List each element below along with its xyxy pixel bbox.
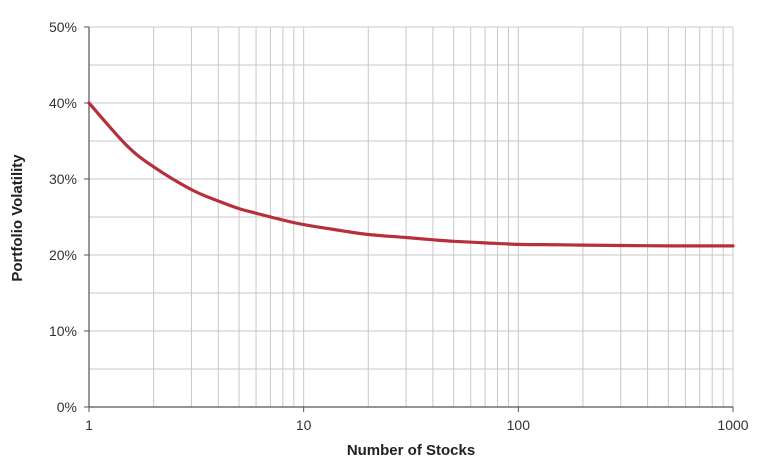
volatility-data-point bbox=[581, 243, 585, 247]
axis-layer bbox=[84, 26, 734, 412]
volatility-data-point bbox=[404, 236, 408, 240]
y-tick-label: 0% bbox=[57, 399, 77, 415]
volatility-data-point bbox=[125, 144, 129, 148]
volatility-data-point bbox=[619, 244, 623, 248]
y-tick-label: 30% bbox=[49, 171, 77, 187]
y-tick-label: 20% bbox=[49, 247, 77, 263]
y-tick-label: 40% bbox=[49, 95, 77, 111]
volatility-data-point bbox=[237, 207, 241, 211]
volatility-data-point bbox=[87, 101, 91, 105]
volatility-data-point bbox=[254, 211, 258, 215]
volatility-data-point bbox=[554, 243, 558, 247]
volatility-data-point bbox=[431, 238, 435, 242]
volatility-data-point bbox=[698, 244, 702, 248]
y-tick-label: 50% bbox=[49, 19, 77, 35]
volatility-data-point bbox=[731, 244, 735, 248]
x-tick-label: 1 bbox=[85, 417, 93, 433]
series-layer bbox=[87, 101, 735, 248]
y-axis-title: Portfolio Volatility bbox=[9, 154, 26, 282]
volatility-data-point bbox=[452, 239, 456, 243]
volatility-data-point bbox=[152, 165, 156, 169]
volatility-data-point bbox=[666, 244, 670, 248]
tick-label-layer: 0% 10% 20% 30% 40% 50% 1 10 100 1000 bbox=[49, 19, 749, 433]
volatility-data-point bbox=[281, 218, 285, 222]
volatility-data-point bbox=[516, 242, 520, 246]
x-tick-label: 10 bbox=[296, 417, 312, 433]
volatility-data-point bbox=[339, 229, 343, 233]
volatility-data-point bbox=[366, 232, 370, 236]
x-axis-title: Number of Stocks bbox=[347, 442, 475, 459]
volatility-data-point bbox=[483, 241, 487, 245]
volatility-data-point bbox=[189, 188, 193, 192]
volatility-data-point bbox=[216, 199, 220, 203]
x-tick-label: 1000 bbox=[717, 417, 748, 433]
volatility-series-line bbox=[87, 101, 735, 248]
grid-layer bbox=[88, 26, 734, 408]
volatility-data-point bbox=[302, 223, 306, 227]
y-tick-label: 10% bbox=[49, 323, 77, 339]
x-tick-label: 100 bbox=[507, 417, 531, 433]
